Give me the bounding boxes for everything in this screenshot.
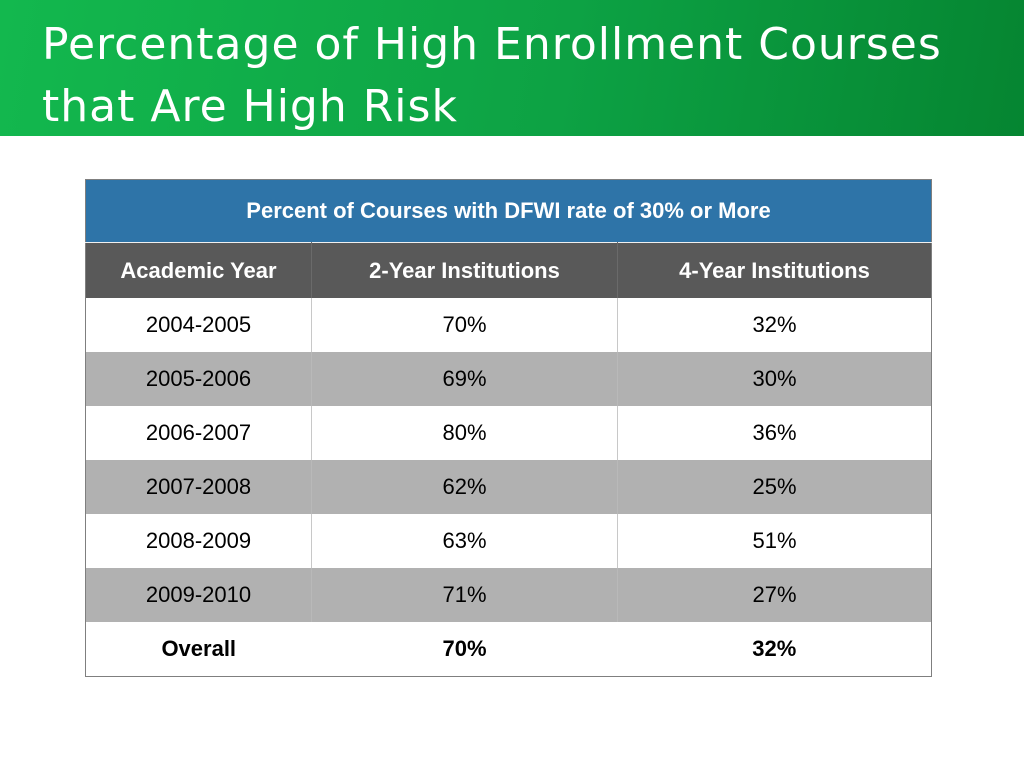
dfwi-table: Percent of Courses with DFWI rate of 30%…: [85, 179, 933, 677]
cell-4-year: 32%: [617, 298, 932, 352]
cell-2-year: 70%: [311, 298, 618, 352]
table-row: 2006-2007 80% 36%: [85, 406, 932, 460]
table-row: 2005-2006 69% 30%: [85, 352, 932, 406]
table-header-row: Academic Year 2-Year Institutions 4-Year…: [85, 242, 932, 298]
cell-4-year: 51%: [617, 514, 932, 568]
table-total-row: Overall 70% 32%: [85, 622, 932, 677]
header-4-year-institutions: 4-Year Institutions: [617, 242, 932, 298]
cell-academic-year: 2008-2009: [85, 514, 312, 568]
cell-2-year: 80%: [311, 406, 618, 460]
cell-academic-year: 2006-2007: [85, 406, 312, 460]
total-4-year: 32%: [617, 622, 932, 677]
header-2-year-institutions: 2-Year Institutions: [311, 242, 618, 298]
title-bar: Percentage of High Enrollment Courses th…: [0, 0, 1024, 136]
cell-academic-year: 2004-2005: [85, 298, 312, 352]
table-container: Percent of Courses with DFWI rate of 30%…: [85, 179, 933, 677]
cell-4-year: 25%: [617, 460, 932, 514]
slide-title: Percentage of High Enrollment Courses th…: [42, 19, 942, 132]
cell-4-year: 30%: [617, 352, 932, 406]
table-row: 2008-2009 63% 51%: [85, 514, 932, 568]
cell-academic-year: 2007-2008: [85, 460, 312, 514]
total-2-year: 70%: [311, 622, 618, 677]
cell-2-year: 63%: [311, 514, 618, 568]
cell-4-year: 27%: [617, 568, 932, 622]
table-caption: Percent of Courses with DFWI rate of 30%…: [85, 179, 932, 243]
cell-academic-year: 2005-2006: [85, 352, 312, 406]
table-caption-row: Percent of Courses with DFWI rate of 30%…: [85, 179, 932, 243]
cell-2-year: 62%: [311, 460, 618, 514]
cell-4-year: 36%: [617, 406, 932, 460]
table-row: 2007-2008 62% 25%: [85, 460, 932, 514]
cell-2-year: 69%: [311, 352, 618, 406]
cell-academic-year: 2009-2010: [85, 568, 312, 622]
cell-2-year: 71%: [311, 568, 618, 622]
table-row: 2004-2005 70% 32%: [85, 298, 932, 352]
table-row: 2009-2010 71% 27%: [85, 568, 932, 622]
header-academic-year: Academic Year: [85, 242, 312, 298]
total-label: Overall: [85, 622, 312, 677]
